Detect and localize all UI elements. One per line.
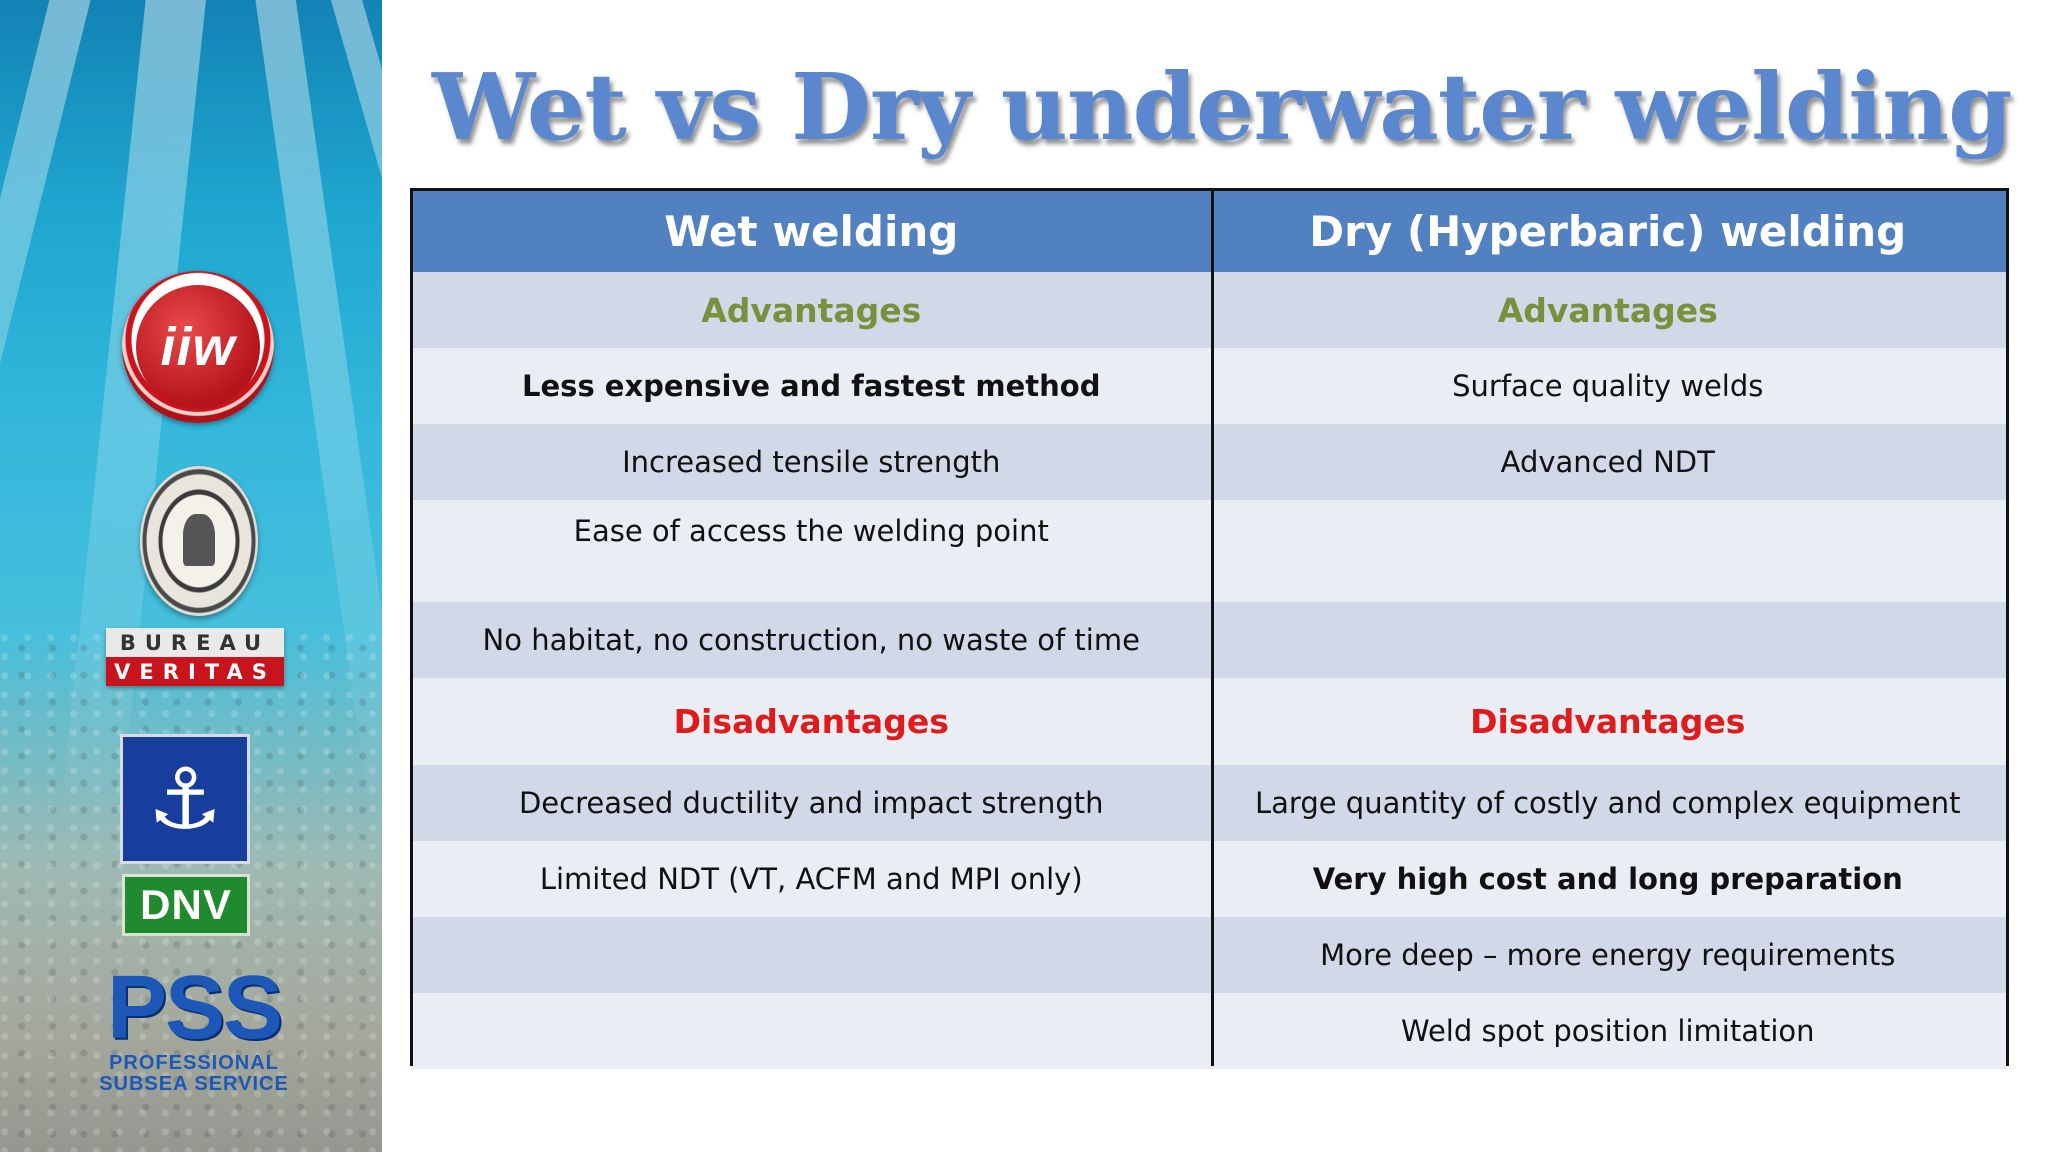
- disadvantage-wet-2: Limited NDT (VT, ACFM and MPI only): [413, 841, 1210, 917]
- slide-title: Wet vs Dry underwater welding: [432, 53, 2013, 161]
- disadvantage-wet-4: [413, 993, 1210, 1069]
- advantages-label-wet: Advantages: [413, 272, 1210, 348]
- table-row: Less expensive and fastest method Surfac…: [413, 348, 2006, 424]
- disadvantages-label-wet: Disadvantages: [413, 678, 1210, 765]
- disadvantage-wet-3: [413, 917, 1210, 993]
- advantage-wet-1: Less expensive and fastest method: [413, 348, 1210, 424]
- disadvantage-dry-3: More deep – more energy requirements: [1209, 917, 2006, 993]
- disadvantage-dry-2: Very high cost and long preparation: [1209, 841, 2006, 917]
- pss-logo-text: PSS: [106, 958, 283, 1058]
- advantage-dry-1: Surface quality welds: [1209, 348, 2006, 424]
- table-row: Limited NDT (VT, ACFM and MPI only) Very…: [413, 841, 2006, 917]
- dnv-anchor-scales-icon: ⚓: [120, 734, 250, 864]
- advantage-dry-2: Advanced NDT: [1209, 424, 2006, 500]
- advantage-dry-3: [1209, 500, 2006, 602]
- underwater-sidebar: iiw BUREAU VERITAS ⚓ DNV PSS PROFESSIONA…: [0, 0, 382, 1152]
- pss-logo-line1: PROFESSIONAL: [109, 1052, 279, 1074]
- bureau-veritas-figure-icon: [183, 514, 215, 566]
- advantage-dry-4: [1209, 602, 2006, 678]
- advantages-label-dry: Advantages: [1209, 272, 2006, 348]
- pss-logo: PSS PROFESSIONAL SUBSEA SERVICE: [84, 963, 304, 1113]
- disadvantage-wet-1: Decreased ductility and impact strength: [413, 765, 1210, 841]
- disadvantage-dry-1: Large quantity of costly and complex equ…: [1209, 765, 2006, 841]
- disadvantages-label-dry: Disadvantages: [1209, 678, 2006, 765]
- iiw-globe-icon: iiw: [136, 285, 260, 409]
- pss-logo-line2: SUBSEA SERVICE: [99, 1073, 289, 1095]
- bureau-veritas-wordmark: BUREAU VERITAS: [106, 628, 284, 686]
- advantage-wet-2: Increased tensile strength: [413, 424, 1210, 500]
- advantage-wet-4: No habitat, no construction, no waste of…: [413, 602, 1210, 678]
- comparison-table: Wet welding Dry (Hyperbaric) welding Adv…: [410, 188, 2009, 1069]
- bureau-veritas-top-text: BUREAU: [106, 628, 284, 657]
- table-row: More deep – more energy requirements: [413, 917, 2006, 993]
- header-dry-welding: Dry (Hyperbaric) welding: [1209, 191, 2006, 272]
- bureau-veritas-bottom-text: VERITAS: [106, 657, 284, 686]
- advantages-label-row: Advantages Advantages: [413, 272, 2006, 348]
- advantage-wet-3: Ease of access the welding point: [413, 500, 1210, 602]
- table-row: Ease of access the welding point: [413, 500, 2006, 602]
- dnv-logo-text: DNV: [122, 874, 250, 936]
- table-header-row: Wet welding Dry (Hyperbaric) welding: [413, 191, 2006, 272]
- bureau-veritas-seal-logo: [140, 466, 258, 616]
- table-row: Increased tensile strength Advanced NDT: [413, 424, 2006, 500]
- table-row: No habitat, no construction, no waste of…: [413, 602, 2006, 678]
- column-divider: [1211, 191, 1214, 1066]
- table-row: Weld spot position limitation: [413, 993, 2006, 1069]
- iiw-logo-text: iiw: [160, 317, 236, 377]
- header-wet-welding: Wet welding: [413, 191, 1210, 272]
- disadvantages-label-row: Disadvantages Disadvantages: [413, 678, 2006, 765]
- table-row: Decreased ductility and impact strength …: [413, 765, 2006, 841]
- iiw-logo: iiw: [122, 271, 274, 423]
- disadvantage-dry-4: Weld spot position limitation: [1209, 993, 2006, 1069]
